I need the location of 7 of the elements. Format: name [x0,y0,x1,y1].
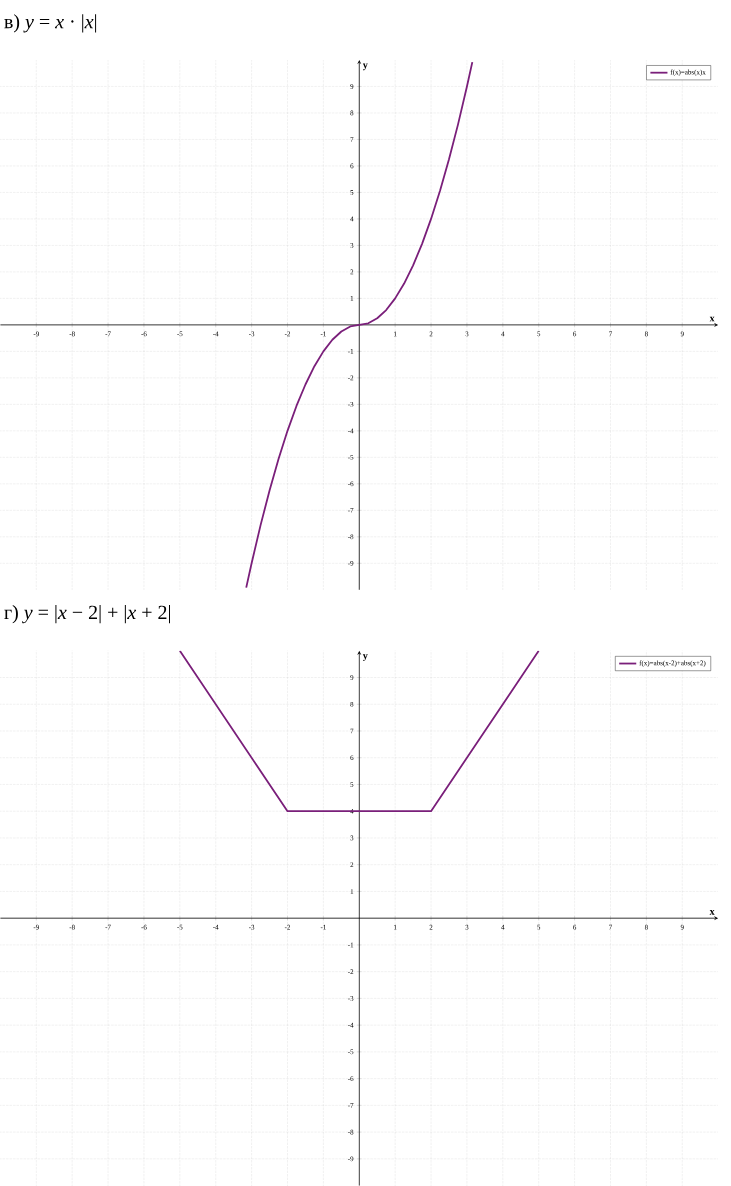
line-series [245,61,474,589]
x-axis-title: x [709,316,715,322]
chart-title: в) y = x · |x| [4,14,97,33]
chart-title: г) y = |x − 2| + |x + 2| [4,605,170,624]
y-axis-title: y [362,654,368,662]
x-axis-title: x [709,910,715,915]
y-axis-title: y [362,63,368,71]
